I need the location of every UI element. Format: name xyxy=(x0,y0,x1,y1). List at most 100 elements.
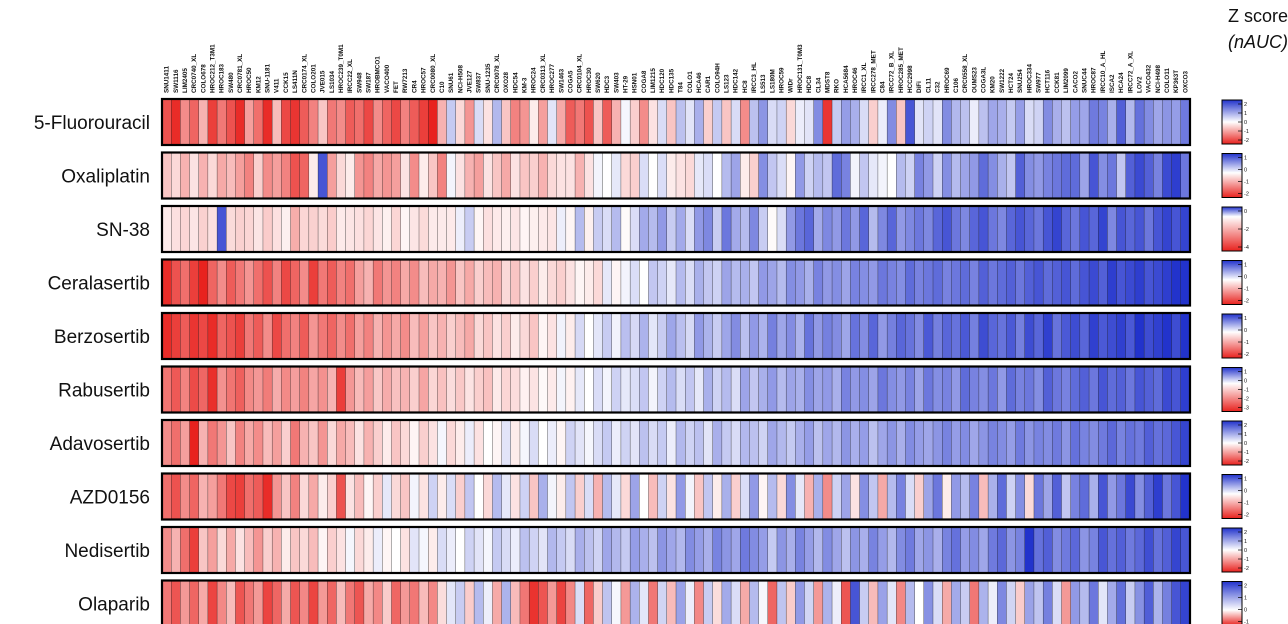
heatmap-cell xyxy=(767,366,778,413)
heatmap-cell xyxy=(290,205,301,253)
heatmap-cell xyxy=(1143,580,1154,624)
column-label: WiDr xyxy=(788,78,795,93)
heatmap-cell xyxy=(372,98,383,146)
heatmap-cell xyxy=(271,98,282,146)
heatmap-cell xyxy=(382,580,392,624)
heatmap-cell xyxy=(593,526,604,574)
heatmap-cell xyxy=(978,152,989,199)
heatmap-cell xyxy=(785,473,796,520)
heatmap-cell xyxy=(308,473,319,520)
column-label: IRCC10_A_HL xyxy=(1100,51,1107,93)
heatmap-cell xyxy=(391,152,402,199)
heatmap-cell xyxy=(437,526,448,574)
heatmap-cell xyxy=(290,526,301,574)
heatmap-cell xyxy=(207,580,218,624)
heatmap-cell xyxy=(951,312,962,360)
heatmap-cell xyxy=(244,312,255,360)
colorbar-tick-label: -4 xyxy=(1244,245,1249,251)
heatmap-cell xyxy=(327,473,337,520)
heatmap-cell xyxy=(740,580,750,624)
heatmap-cell xyxy=(556,312,567,360)
heatmap-cell xyxy=(556,580,567,624)
column-label: HROC87 xyxy=(1091,67,1098,93)
heatmap-cell xyxy=(464,526,475,574)
heatmap-cell xyxy=(868,473,879,520)
heatmap-cell xyxy=(712,152,723,199)
column-label: KM20 xyxy=(990,76,997,93)
heatmap-cell xyxy=(602,259,613,306)
column-label: DiFi xyxy=(916,81,923,93)
column-label: SW1222 xyxy=(999,68,1006,93)
heatmap-cell xyxy=(886,312,897,360)
heatmap-cell xyxy=(1116,419,1127,467)
heatmap-cell xyxy=(611,580,622,624)
row-border xyxy=(160,258,1192,307)
heatmap-cell xyxy=(565,580,576,624)
heatmap-cell xyxy=(942,259,952,306)
heatmap-cell xyxy=(492,152,503,199)
heatmap-cell xyxy=(1015,580,1026,624)
heatmap-cell xyxy=(951,205,962,253)
heatmap-cell xyxy=(997,580,1007,624)
heatmap-cell xyxy=(1107,526,1118,574)
heatmap-cell xyxy=(584,152,594,199)
heatmap-cell xyxy=(171,419,181,467)
heatmap-cell xyxy=(1033,526,1044,574)
heatmap-cell xyxy=(712,526,723,574)
heatmap-cell xyxy=(317,580,328,624)
heatmap-cell xyxy=(455,98,466,146)
heatmap-cell xyxy=(216,152,227,199)
heatmap-cell xyxy=(400,366,411,413)
heatmap-cell xyxy=(1107,98,1118,146)
column-label: C32 xyxy=(935,81,942,93)
heatmap-cell xyxy=(721,473,732,520)
heatmap-cell xyxy=(850,98,861,146)
column-label: COGA5 xyxy=(567,70,574,93)
heatmap-cell xyxy=(666,312,677,360)
heatmap-cell xyxy=(942,526,952,574)
heatmap-cell xyxy=(464,473,475,520)
heatmap-cell xyxy=(657,366,668,413)
heatmap-cell xyxy=(473,366,484,413)
heatmap-cell xyxy=(730,98,741,146)
heatmap-cell xyxy=(685,366,695,413)
heatmap-cell xyxy=(299,580,310,624)
heatmap-cell xyxy=(960,366,971,413)
heatmap-cell xyxy=(1015,205,1026,253)
heatmap-cell xyxy=(593,580,604,624)
heatmap-cell xyxy=(841,580,851,624)
heatmap-cell xyxy=(1033,473,1044,520)
heatmap-cell xyxy=(556,366,567,413)
heatmap-cell xyxy=(1088,419,1099,467)
heatmap-cell xyxy=(1171,259,1182,306)
heatmap-cell xyxy=(235,366,246,413)
heatmap-cell xyxy=(510,473,521,520)
heatmap-cell xyxy=(455,205,466,253)
heatmap-cell xyxy=(1180,526,1191,574)
heatmap-cell xyxy=(1006,259,1017,306)
heatmap-cell xyxy=(253,580,264,624)
heatmap-cell xyxy=(694,366,705,413)
heatmap-cell xyxy=(932,205,943,253)
heatmap-cell xyxy=(776,152,787,199)
heatmap-cell xyxy=(308,526,319,574)
column-label: HDC142 xyxy=(733,68,740,93)
heatmap-cell xyxy=(886,152,897,199)
heatmap-cell xyxy=(987,526,998,574)
heatmap-cell xyxy=(850,312,861,360)
heatmap-cell xyxy=(639,205,649,253)
heatmap-cell xyxy=(602,152,613,199)
heatmap-cell xyxy=(1079,152,1090,199)
heatmap-cell xyxy=(446,312,457,360)
heatmap-cell xyxy=(161,98,172,146)
heatmap-cell xyxy=(648,473,659,520)
heatmap-cell xyxy=(400,205,411,253)
heatmap-cell xyxy=(400,419,411,467)
heatmap-cell xyxy=(446,580,457,624)
heatmap-cell xyxy=(978,580,989,624)
column-label: HC8 xyxy=(742,80,749,93)
column-label: C10 xyxy=(439,81,446,93)
heatmap-cell xyxy=(510,152,521,199)
heatmap-cell xyxy=(226,312,236,360)
heatmap-cell xyxy=(336,580,347,624)
